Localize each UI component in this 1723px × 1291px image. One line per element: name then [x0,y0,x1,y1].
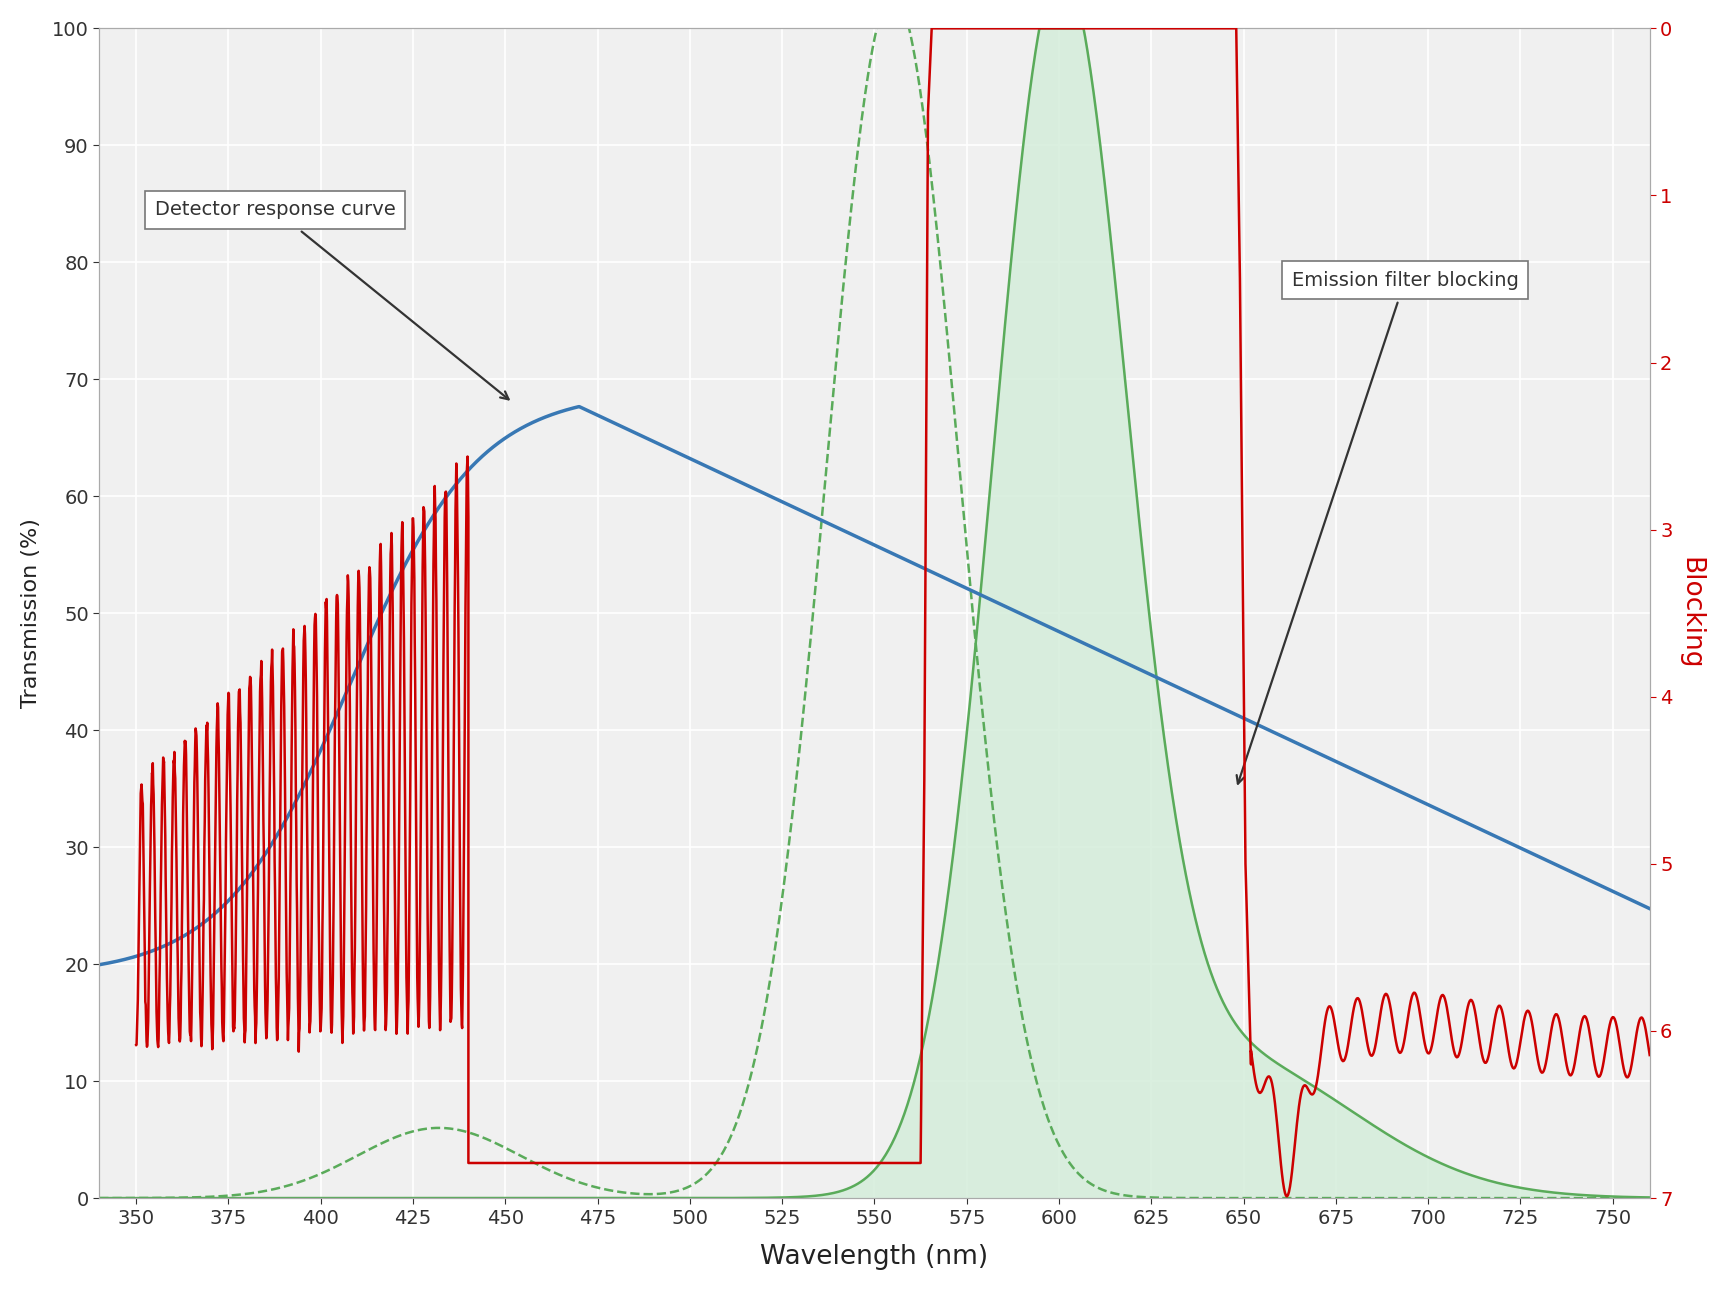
Y-axis label: Transmission (%): Transmission (%) [21,518,41,709]
Text: Emission filter blocking: Emission filter blocking [1235,271,1518,784]
Y-axis label: Blocking: Blocking [1676,556,1702,670]
X-axis label: Wavelength (nm): Wavelength (nm) [760,1245,987,1270]
Text: Detector response curve: Detector response curve [155,200,508,399]
